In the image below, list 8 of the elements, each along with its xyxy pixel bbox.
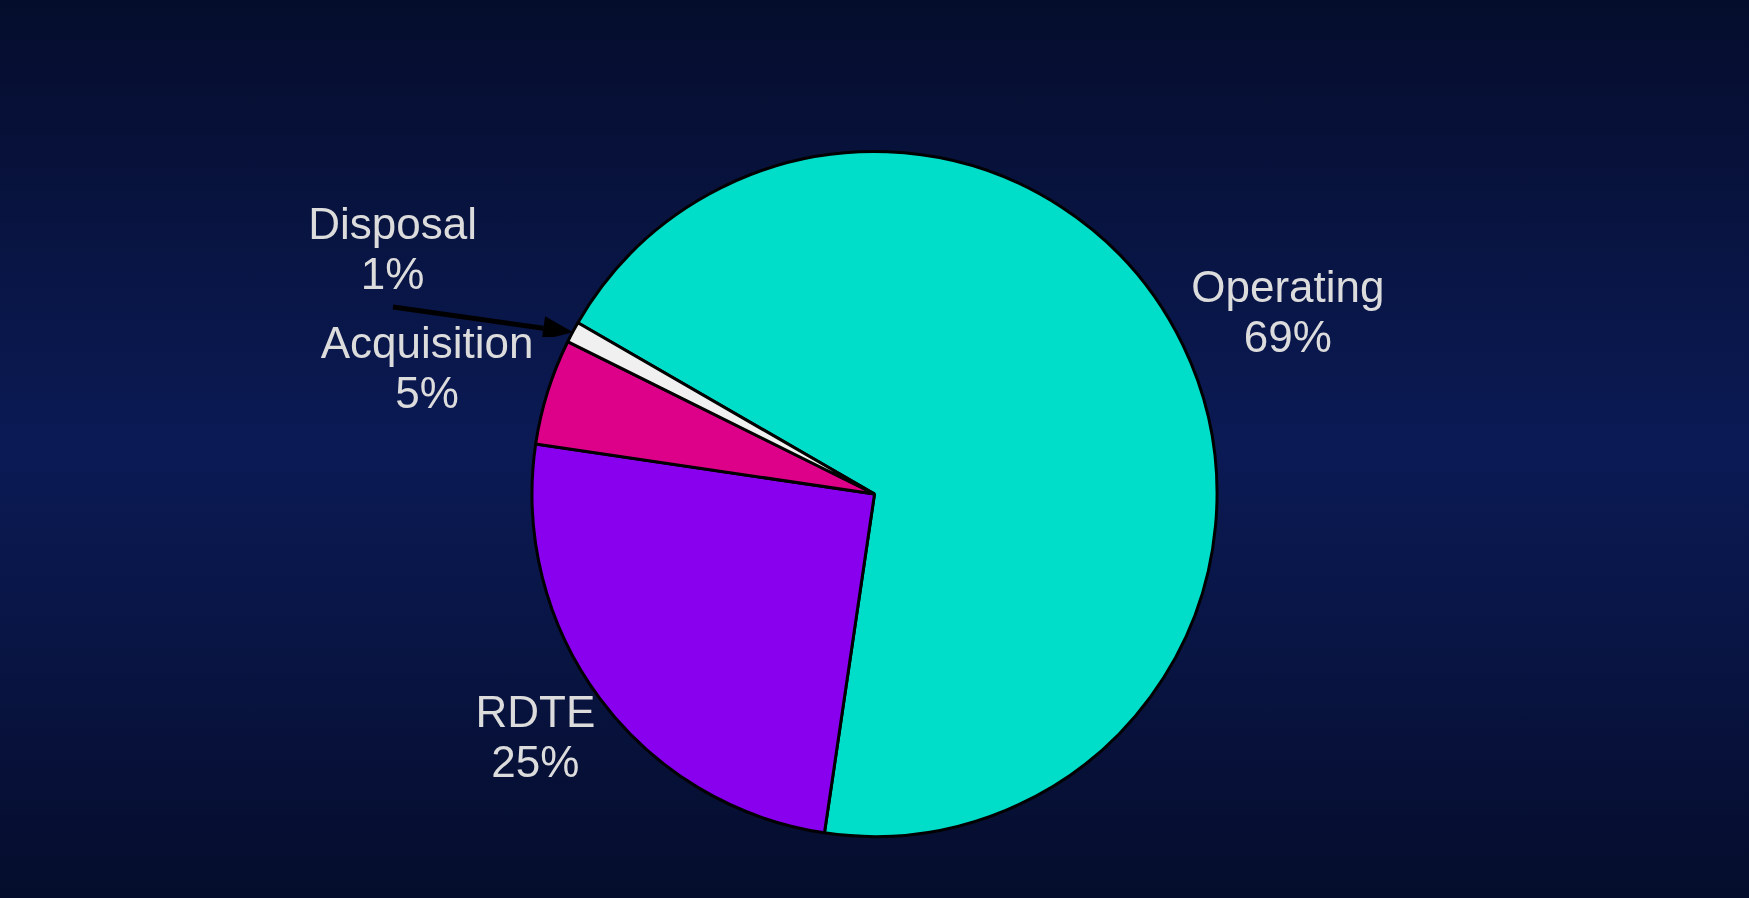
slice-label: Operating (1191, 261, 1385, 311)
data-label: 1% (360, 248, 425, 298)
slice-label: Acquisition (320, 317, 534, 367)
slice-label: Disposal (308, 198, 477, 248)
data-label: 69% (1243, 311, 1332, 361)
slice-label: RDTE (475, 687, 596, 737)
data-label: 25% (491, 737, 580, 787)
data-label: 5% (395, 367, 459, 417)
